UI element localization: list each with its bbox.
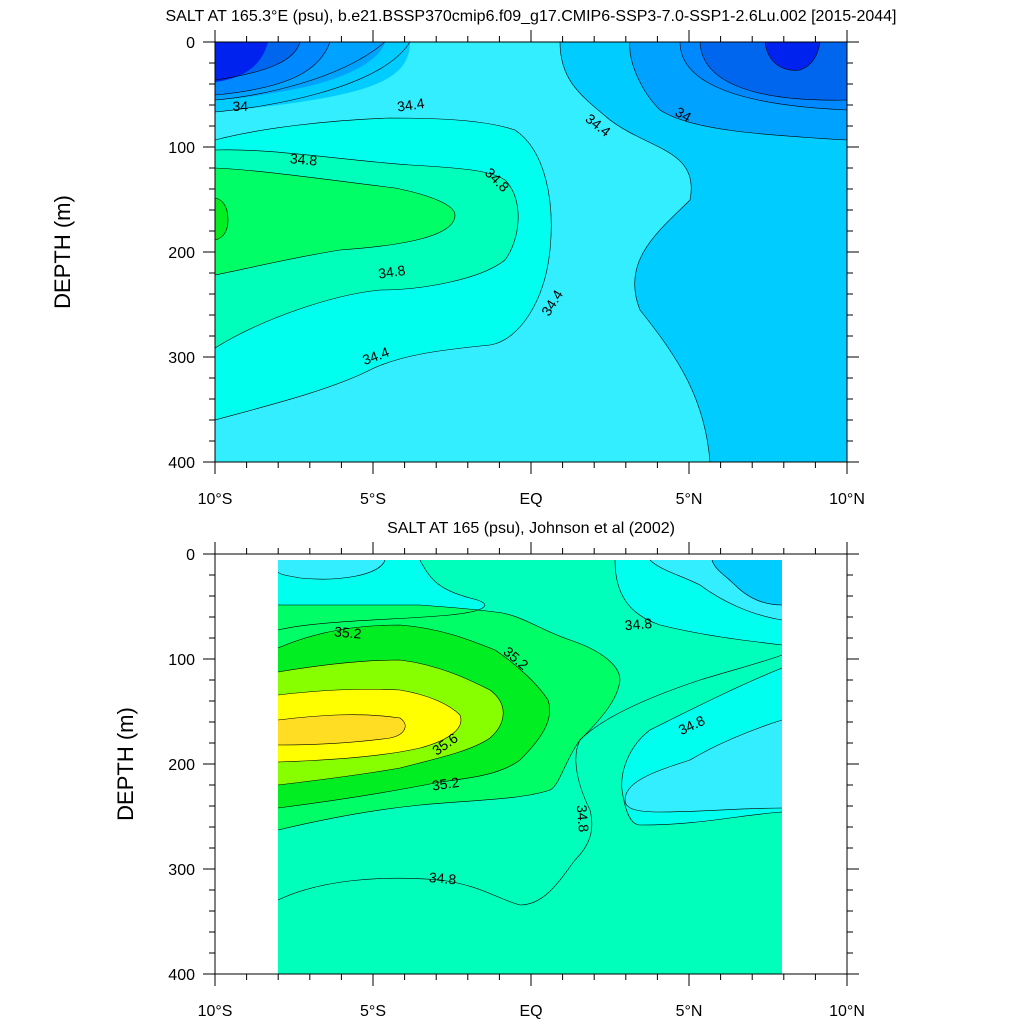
contour-label: 35.2	[334, 623, 363, 641]
contour-label: 34.8	[377, 262, 406, 282]
p1-x-tick-label-eq: EQ	[519, 491, 542, 508]
panel-2-contour-lines	[277, 559, 783, 906]
salinity-region-34-2-east	[712, 560, 782, 605]
contour-label: 34	[673, 104, 695, 126]
contour-label: 34.8	[289, 150, 318, 168]
panel-1-contour-fill	[215, 42, 847, 462]
p2-y-tick-label-0: 0	[186, 547, 195, 564]
p2-x-tick-label-10n: 10°N	[829, 1003, 865, 1020]
p1-y-tick-label-0: 0	[186, 35, 195, 52]
p1-y-tick-label-200: 200	[168, 245, 195, 262]
p2-y-tick-label-400: 400	[168, 967, 195, 984]
p2-x-tick-label-5n: 5°N	[676, 1003, 703, 1020]
panel-2-contour-fill	[278, 560, 782, 974]
salinity-region-min-east	[765, 42, 820, 71]
panel-model: SALT AT 165.3°E (psu), b.e21.BSSP370cmip…	[50, 8, 897, 508]
p2-y-tick-label-300: 300	[168, 862, 195, 879]
p1-x-tick-label-10s: 10°S	[198, 491, 233, 508]
contour-label: 34.4	[396, 95, 425, 115]
salinity-region-34-2-east	[560, 42, 847, 462]
contour-label: 34	[232, 98, 248, 114]
p1-y-tick-label-400: 400	[168, 455, 195, 472]
p1-y-tick-label-300: 300	[168, 350, 195, 367]
panel-2-ticks	[203, 542, 859, 986]
salinity-region-34-4-deep-east	[625, 720, 782, 812]
contour-label: 34.8	[428, 869, 457, 887]
salinity-region-min-west	[215, 42, 268, 82]
contour-label: 34.8	[574, 804, 592, 833]
p1-y-tick-label-100: 100	[168, 140, 195, 157]
contour-label: 34.8	[624, 615, 653, 633]
panel-1-ticks	[203, 30, 859, 474]
contour-label: 35.2	[431, 774, 460, 794]
panel-1-contour-lines	[215, 42, 847, 462]
panel-observations: SALT AT 165 (psu), Johnson et al (2002)	[113, 520, 865, 1020]
p2-x-tick-label-10s: 10°S	[198, 1003, 233, 1020]
salinity-region-34-4-west	[278, 560, 385, 580]
panel-2-title: SALT AT 165 (psu), Johnson et al (2002)	[387, 520, 675, 537]
p2-y-tick-label-200: 200	[168, 757, 195, 774]
p1-x-tick-label-5n: 5°N	[676, 491, 703, 508]
salinity-region-35-8	[278, 714, 406, 745]
p2-x-tick-label-5s: 5°S	[360, 1003, 386, 1020]
panel-1-title: SALT AT 165.3°E (psu), b.e21.BSSP370cmip…	[166, 8, 897, 25]
panel-1-y-axis-label: DEPTH (m)	[50, 195, 75, 309]
salinity-region-35-0	[215, 168, 455, 275]
p1-x-tick-label-5s: 5°S	[360, 491, 386, 508]
salinity-region-35-2	[215, 198, 228, 240]
p2-x-tick-label-eq: EQ	[519, 1003, 542, 1020]
p1-x-tick-label-10n: 10°N	[829, 491, 865, 508]
p2-y-tick-label-100: 100	[168, 652, 195, 669]
panel-2-y-axis-label: DEPTH (m)	[113, 707, 138, 821]
